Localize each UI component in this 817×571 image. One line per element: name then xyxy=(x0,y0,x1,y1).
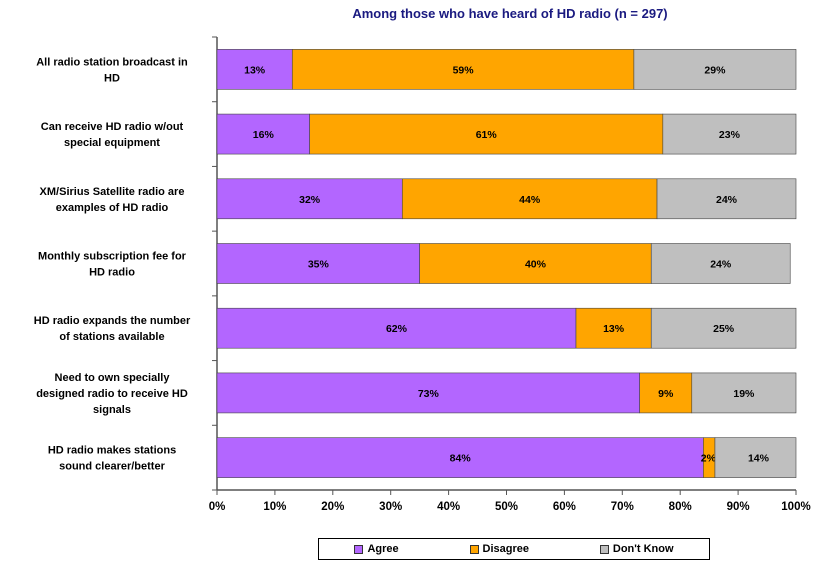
bar-agree-5 xyxy=(216,372,640,414)
bar-disagree-2 xyxy=(401,178,658,220)
x-tick-label: 100% xyxy=(781,501,810,513)
data-label: 9% xyxy=(658,388,674,400)
data-label: 16% xyxy=(253,129,275,141)
data-label: 24% xyxy=(716,194,738,206)
data-label: 61% xyxy=(476,129,498,141)
bar-agree-4 xyxy=(216,307,577,349)
category-label: HD radio expands the number xyxy=(34,315,191,327)
legend-label-agree: Agree xyxy=(367,543,399,555)
legend-item-dont-know: Don't Know xyxy=(599,543,674,555)
bar-agree-3 xyxy=(216,243,420,284)
bar-agree-6 xyxy=(216,437,704,478)
data-label: 35% xyxy=(308,259,330,271)
category-label: special equipment xyxy=(64,137,160,149)
x-tick-label: 20% xyxy=(321,501,344,513)
bar-disagree-5 xyxy=(639,372,693,414)
x-tick-label: 30% xyxy=(379,501,402,513)
data-label: 62% xyxy=(386,323,408,335)
category-label: Need to own specially xyxy=(55,372,171,384)
data-label: 13% xyxy=(603,323,625,335)
data-label: 13% xyxy=(244,64,266,76)
chart-legend: Agree Disagree Don't Know xyxy=(318,538,710,560)
data-label: 19% xyxy=(733,388,755,400)
x-tick-label: 70% xyxy=(611,501,634,513)
data-label: 24% xyxy=(710,259,732,271)
legend-swatch-disagree xyxy=(469,544,479,554)
data-label: 73% xyxy=(418,388,440,400)
legend-swatch-agree xyxy=(354,544,364,554)
bar-disagree-4 xyxy=(575,307,652,349)
x-tick-label: 10% xyxy=(263,501,286,513)
bar-don-t-know-5 xyxy=(691,372,797,414)
bar-agree-0 xyxy=(216,49,293,90)
bar-agree-1 xyxy=(216,113,310,155)
bar-don-t-know-6 xyxy=(714,437,797,478)
data-label: 2% xyxy=(701,453,717,465)
data-label: 29% xyxy=(704,64,726,76)
data-label: 32% xyxy=(299,194,321,206)
legend-item-disagree: Disagree xyxy=(469,543,529,555)
x-tick-label: 0% xyxy=(209,501,226,513)
category-label: XM/Sirius Satellite radio are xyxy=(40,186,185,198)
legend-label-disagree: Disagree xyxy=(482,543,529,555)
x-tick-label: 80% xyxy=(669,501,692,513)
category-label: designed radio to receive HD xyxy=(36,388,188,400)
x-tick-label: 90% xyxy=(727,501,750,513)
data-label: 84% xyxy=(450,453,472,465)
category-label: signals xyxy=(93,404,131,416)
bar-disagree-3 xyxy=(419,243,652,284)
category-label: examples of HD radio xyxy=(56,202,169,214)
legend-item-agree: Agree xyxy=(354,543,399,555)
data-label: 14% xyxy=(748,453,770,465)
category-label: All radio station broadcast in xyxy=(36,56,188,68)
category-label: sound clearer/better xyxy=(59,461,165,473)
bar-don-t-know-4 xyxy=(650,307,797,349)
category-label: of stations available xyxy=(59,331,164,343)
bar-agree-2 xyxy=(216,178,403,220)
bar-don-t-know-1 xyxy=(662,113,797,155)
chart-title: Among those who have heard of HD radio (… xyxy=(352,6,668,21)
data-label: 44% xyxy=(519,194,541,206)
x-tick-label: 40% xyxy=(437,501,460,513)
bar-don-t-know-2 xyxy=(656,178,797,220)
data-label: 23% xyxy=(719,129,741,141)
bar-don-t-know-0 xyxy=(633,49,797,90)
category-label: HD radio xyxy=(89,267,135,279)
category-label: HD xyxy=(104,72,120,84)
data-label: 40% xyxy=(525,259,547,271)
legend-label-dont-know: Don't Know xyxy=(612,543,674,555)
x-tick-label: 60% xyxy=(553,501,576,513)
data-label: 25% xyxy=(713,323,735,335)
category-label: Can receive HD radio w/out xyxy=(41,121,184,133)
data-label: 59% xyxy=(453,64,475,76)
category-label: Monthly subscription fee for xyxy=(38,251,187,263)
bar-don-t-know-3 xyxy=(650,243,791,284)
bar-disagree-1 xyxy=(309,113,664,155)
legend-swatch-dont-know xyxy=(599,544,609,554)
category-label: HD radio makes stations xyxy=(48,445,176,457)
x-tick-label: 50% xyxy=(495,501,518,513)
